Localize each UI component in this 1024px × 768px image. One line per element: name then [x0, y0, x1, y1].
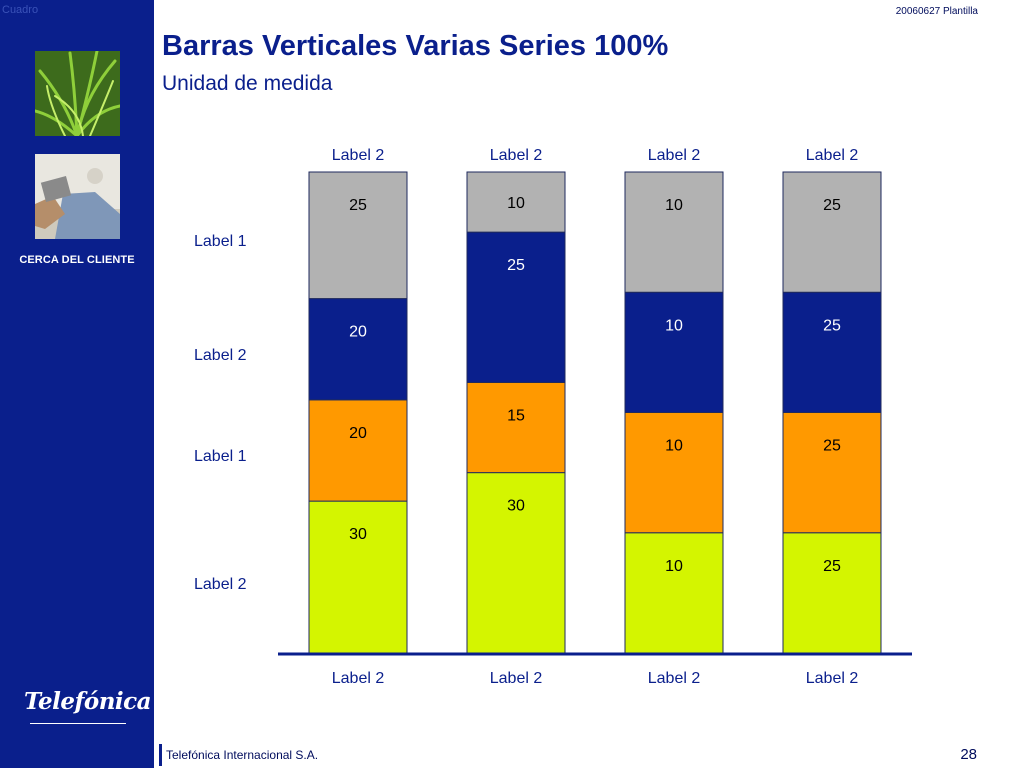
- bar-segment: [782, 532, 882, 654]
- data-label: 10: [665, 558, 683, 575]
- plant-photo: [35, 51, 120, 136]
- bar-segment: [624, 171, 724, 293]
- bar-segment: [624, 291, 724, 413]
- person-laptop-photo: [35, 154, 120, 239]
- data-label: 25: [507, 257, 525, 274]
- category-label: Label 2: [806, 670, 859, 687]
- bar-segment: [466, 381, 566, 474]
- category-label: Label 2: [490, 670, 543, 687]
- data-label: 10: [665, 317, 683, 334]
- footer-company: Telefónica Internacional S.A.: [166, 748, 319, 762]
- data-label: 25: [823, 197, 841, 214]
- data-label: 10: [665, 438, 683, 455]
- data-label: 25: [349, 197, 367, 214]
- page-title: Barras Verticales Varias Series 100%: [162, 30, 669, 62]
- section-label: CERCA DEL CLIENTE: [19, 254, 135, 266]
- logo-underline: [30, 723, 126, 724]
- data-label: 15: [507, 407, 525, 424]
- bar-segment: [466, 472, 566, 654]
- top-label: Label 2: [806, 147, 859, 164]
- row-label: Label 1: [194, 448, 247, 465]
- bar-segment: [782, 291, 882, 413]
- row-label: Label 1: [194, 233, 247, 250]
- data-label: 25: [823, 438, 841, 455]
- telefonica-logo: Telefónica: [24, 688, 152, 715]
- category-label: Label 2: [332, 670, 385, 687]
- category-label: Label 2: [648, 670, 701, 687]
- bar-segment: [308, 399, 408, 502]
- bar-segment: [624, 412, 724, 534]
- data-label: 30: [349, 526, 367, 543]
- data-label: 10: [665, 197, 683, 214]
- top-label: Label 2: [648, 147, 701, 164]
- corner-mark: Cuadro: [2, 4, 39, 16]
- data-label: 25: [823, 317, 841, 334]
- footer-accent-bar: [159, 744, 162, 766]
- bar-segment: [466, 171, 566, 233]
- sidebar: Cuadro: [0, 0, 154, 768]
- row-label: Label 2: [194, 347, 247, 364]
- bar-segment: [308, 500, 408, 654]
- bar-segment: [782, 171, 882, 293]
- page-number: 28: [960, 746, 977, 763]
- bar-segment: [624, 532, 724, 654]
- row-label: Label 2: [194, 576, 247, 593]
- page-subtitle: Unidad de medida: [162, 72, 333, 95]
- top-label: Label 2: [332, 147, 385, 164]
- data-label: 10: [507, 195, 525, 212]
- data-label: 30: [507, 498, 525, 515]
- document-reference: 20060627 Plantilla: [895, 6, 978, 17]
- bar-segment: [782, 412, 882, 534]
- bar-segment: [308, 298, 408, 401]
- top-label: Label 2: [490, 147, 543, 164]
- data-label: 25: [823, 558, 841, 575]
- data-label: 20: [349, 425, 367, 442]
- data-label: 20: [349, 324, 367, 341]
- bar-segment: [466, 231, 566, 383]
- bar-segment: [308, 171, 408, 300]
